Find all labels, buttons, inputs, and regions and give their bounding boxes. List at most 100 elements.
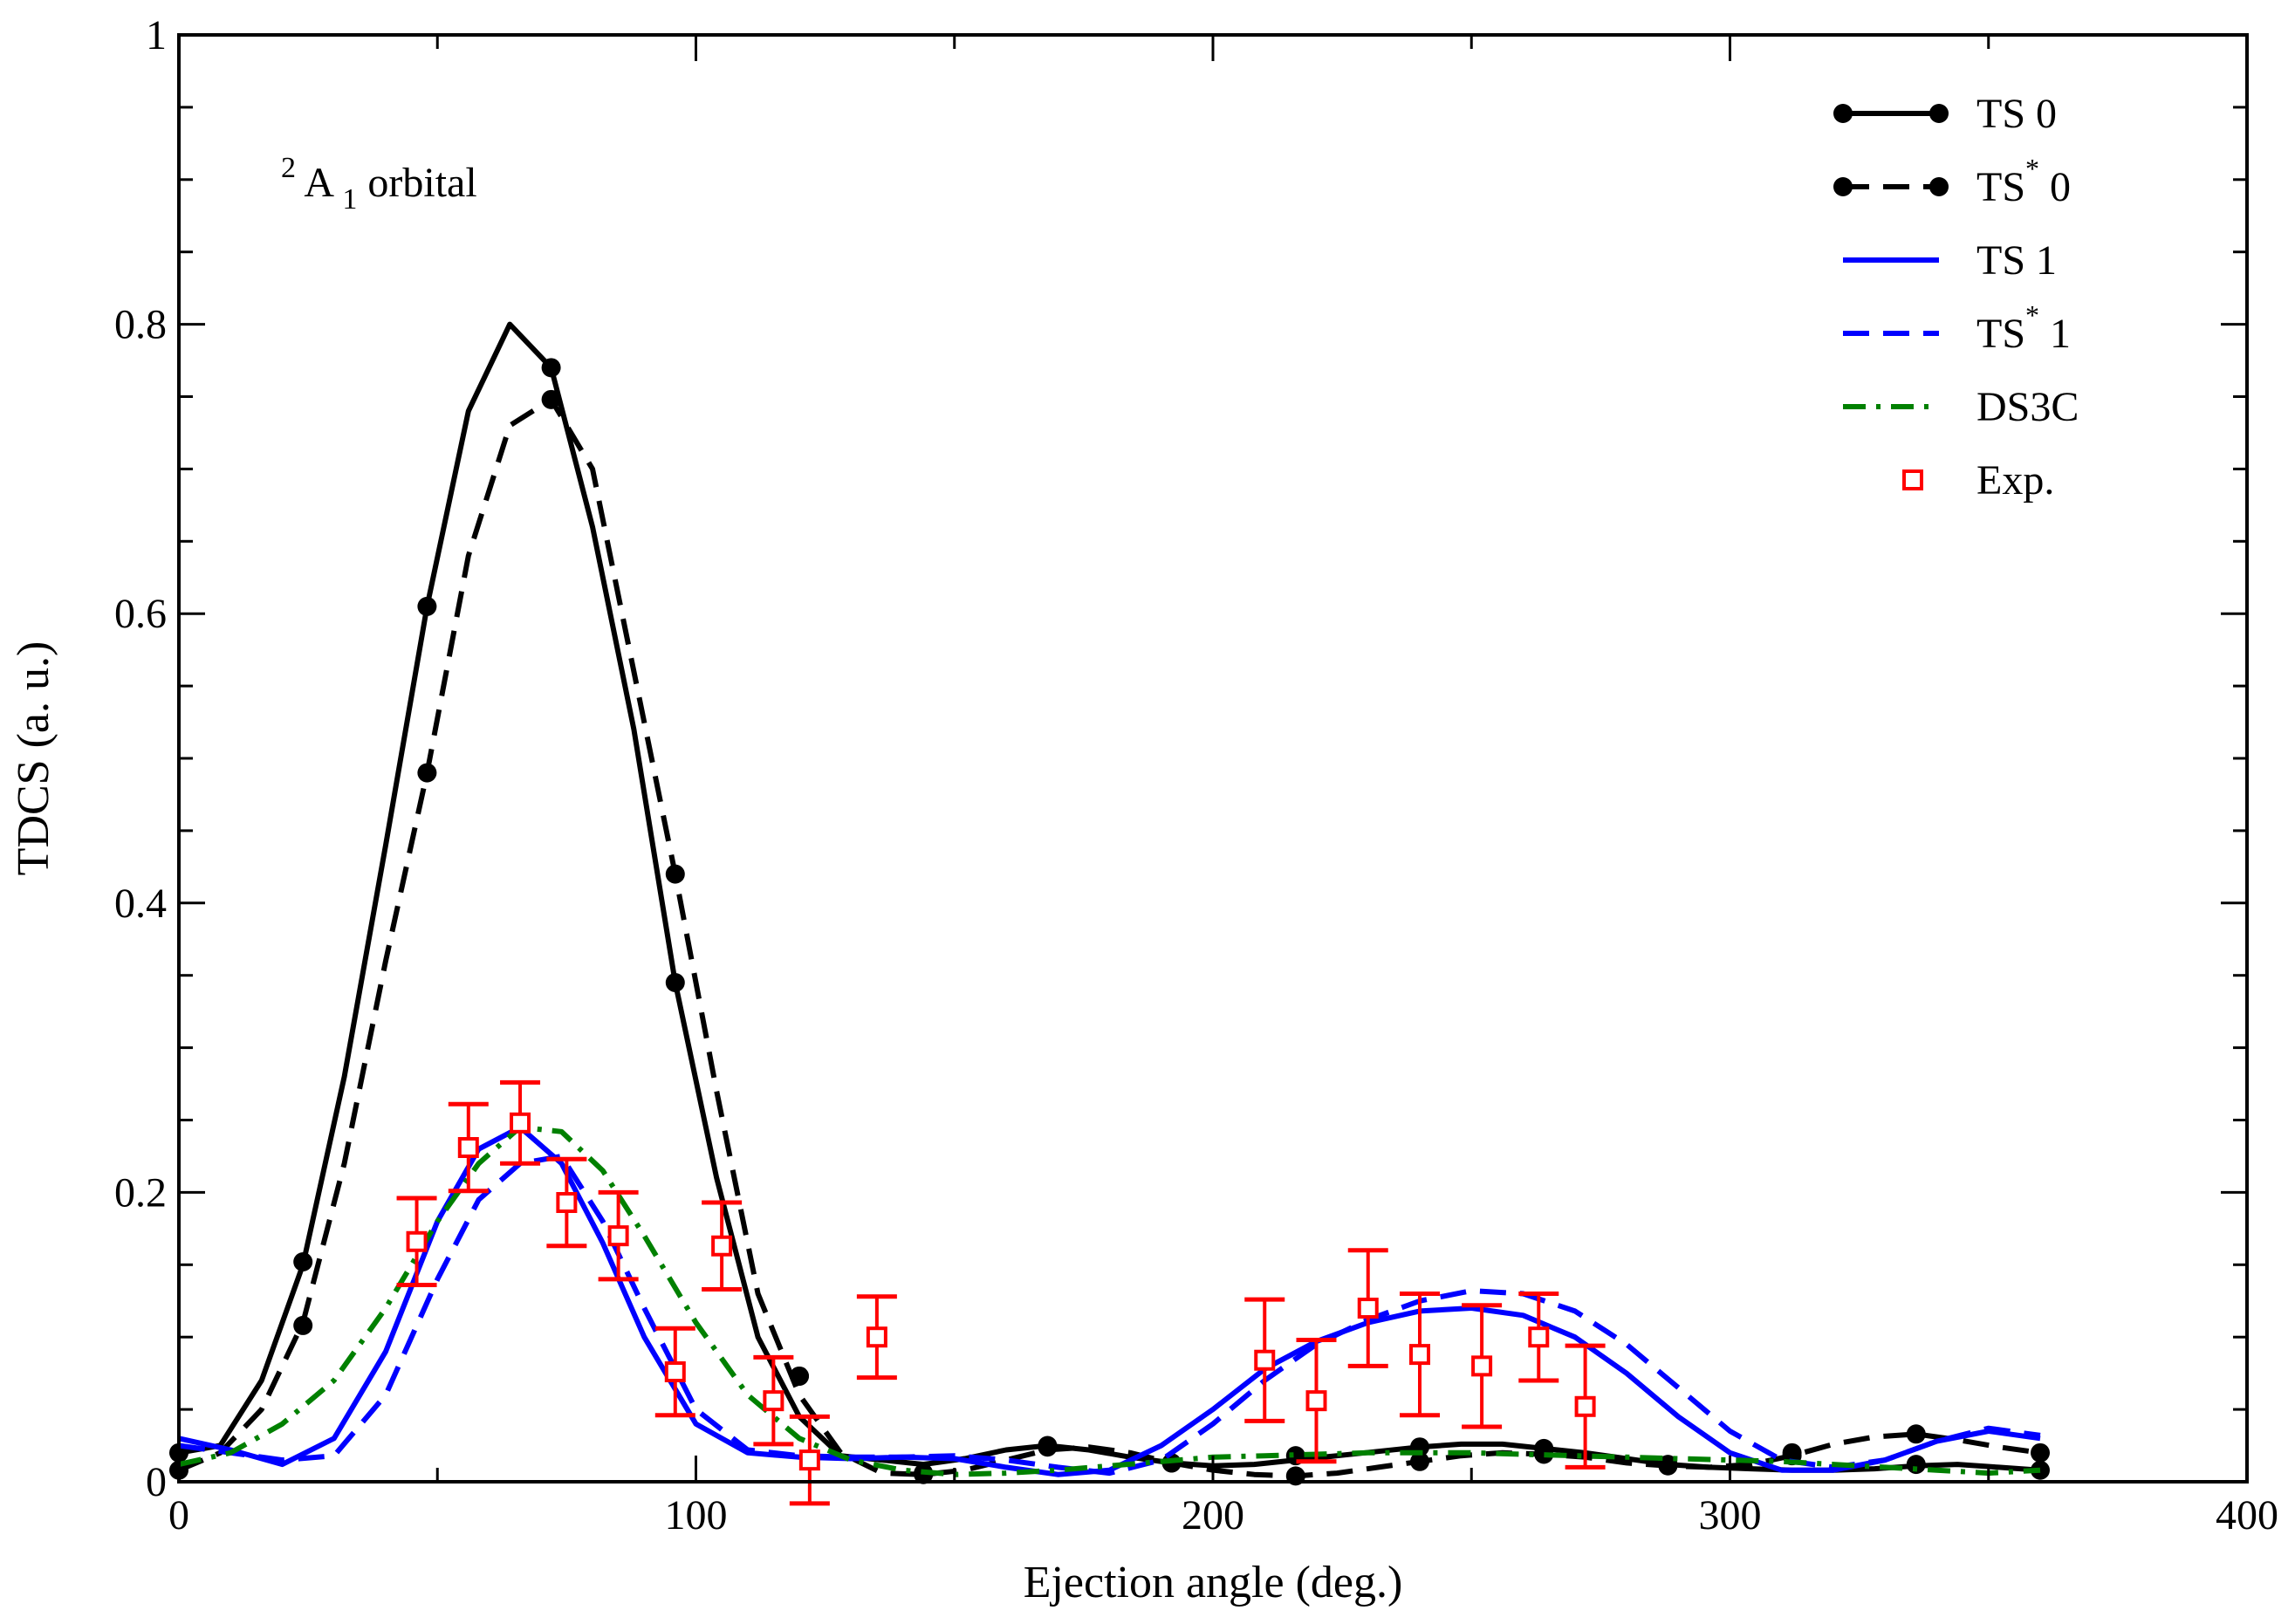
legend-label: TS 0 (1976, 91, 2057, 137)
legend-item: TS* 1 (1843, 299, 2071, 357)
exp-marker (866, 1326, 887, 1348)
x-tick-label: 0 (168, 1492, 189, 1538)
y-tick-label: 1 (146, 12, 167, 58)
plot-frame (177, 33, 2249, 1484)
exp-point (654, 1326, 695, 1418)
legend-item: Exp. (1902, 457, 2054, 504)
exp-point (1347, 1248, 1388, 1368)
exp-point (753, 1354, 794, 1447)
series-line-2 (178, 1124, 2041, 1477)
exp-marker (1254, 1349, 1276, 1371)
series-marker-0 (665, 972, 685, 992)
exp-marker (1574, 1395, 1596, 1417)
exp-marker (1357, 1298, 1379, 1319)
series-marker-1 (790, 1366, 809, 1386)
legend-marker (1833, 104, 1853, 123)
exp-point (789, 1414, 830, 1506)
annotation-superscript: 2 (281, 152, 296, 184)
legend-item: TS 0 (1833, 91, 2057, 137)
exp-marker (1528, 1326, 1550, 1348)
exp-marker (1305, 1390, 1327, 1412)
exp-marker (763, 1390, 784, 1412)
legend-label: DS3C (1976, 384, 2079, 430)
exp-marker (711, 1235, 733, 1257)
legend-label-suffix: 1 (2025, 237, 2057, 284)
series-marker-1 (417, 763, 437, 783)
y-tick-label: 0 (146, 1459, 167, 1505)
legend-label-suffix: 1 (2039, 311, 2071, 357)
axis-ticks (177, 33, 2249, 1484)
series-marker-1 (541, 389, 561, 409)
exp-point (396, 1196, 437, 1288)
experimental-data-layer (396, 1079, 1606, 1506)
legend-marker (1929, 177, 1949, 196)
exp-marker (457, 1137, 479, 1159)
series-marker-1 (1534, 1444, 1554, 1464)
legend-label: TS* 1 (1976, 299, 2071, 357)
legend-label: TS 1 (1976, 237, 2057, 284)
exp-point (546, 1156, 587, 1249)
series-marker-1 (1906, 1424, 1926, 1444)
annotation-text: orbital (367, 160, 476, 206)
legend-label-sup: * (2025, 153, 2039, 184)
exp-point (1462, 1303, 1503, 1429)
legend-marker (1929, 104, 1949, 123)
series-marker-0 (417, 596, 437, 616)
series-line-4 (178, 1124, 2041, 1477)
y-axis-label: TDCS (a. u.) (9, 641, 58, 876)
exp-point (1296, 1338, 1337, 1464)
annotation-subscript: 1 (342, 183, 357, 216)
x-tick-label: 200 (1182, 1492, 1244, 1538)
exp-marker (664, 1360, 686, 1382)
y-tick-label: 0.6 (114, 591, 167, 637)
x-tick-label: 300 (1699, 1492, 1762, 1538)
orbital-annotation: 2 A 1 orbital (281, 140, 477, 218)
legend-label-main: TS (1976, 311, 2025, 357)
legend-swatch (1902, 469, 1923, 490)
series-marker-1 (1658, 1456, 1678, 1476)
series-marker-0 (1906, 1455, 1926, 1475)
series-line-0 (178, 321, 2041, 1473)
series-marker-1 (293, 1315, 313, 1335)
series-marker-1 (2031, 1442, 2050, 1463)
exp-marker (510, 1112, 531, 1134)
exp-marker (798, 1449, 820, 1471)
series-line-3 (178, 1154, 2041, 1477)
exp-point (1244, 1297, 1285, 1423)
series-marker-1 (1410, 1451, 1429, 1471)
x-tick-label: 400 (2216, 1492, 2278, 1538)
annotation-base: A (304, 160, 334, 206)
exp-point (1400, 1291, 1440, 1418)
legend-item: TS 1 (1843, 237, 2057, 284)
x-tick-label: 100 (665, 1492, 728, 1538)
x-axis-label: Ejection angle (deg.) (1024, 1558, 1403, 1607)
legend-label-main: TS (1976, 237, 2025, 284)
exp-point (500, 1079, 541, 1166)
exp-marker (607, 1225, 629, 1247)
legend-marker (1833, 177, 1853, 196)
exp-marker (1409, 1344, 1430, 1366)
legend-label-main: TS (1976, 91, 2025, 137)
exp-point (856, 1294, 897, 1381)
series-marker-1 (665, 864, 685, 884)
series-marker-1 (1038, 1437, 1058, 1457)
series-layer (169, 321, 2050, 1486)
y-tick-label: 0.2 (114, 1169, 167, 1216)
exp-point (448, 1101, 489, 1194)
exp-marker (556, 1192, 578, 1214)
series-line-1 (177, 396, 2041, 1479)
y-tick-label: 0.8 (114, 302, 167, 348)
exp-point (702, 1200, 743, 1292)
exp-point (1565, 1343, 1606, 1470)
legend-item: TS* 0 (1833, 153, 2071, 210)
legend-label-suffix: 0 (2025, 91, 2057, 137)
legend-item: DS3C (1843, 384, 2079, 430)
series-marker-0 (293, 1251, 313, 1271)
series-marker-0 (541, 358, 561, 378)
legend-label-suffix: 0 (2039, 164, 2071, 210)
legend-label-sup: * (2025, 299, 2039, 331)
legend-label: Exp. (1976, 457, 2054, 504)
